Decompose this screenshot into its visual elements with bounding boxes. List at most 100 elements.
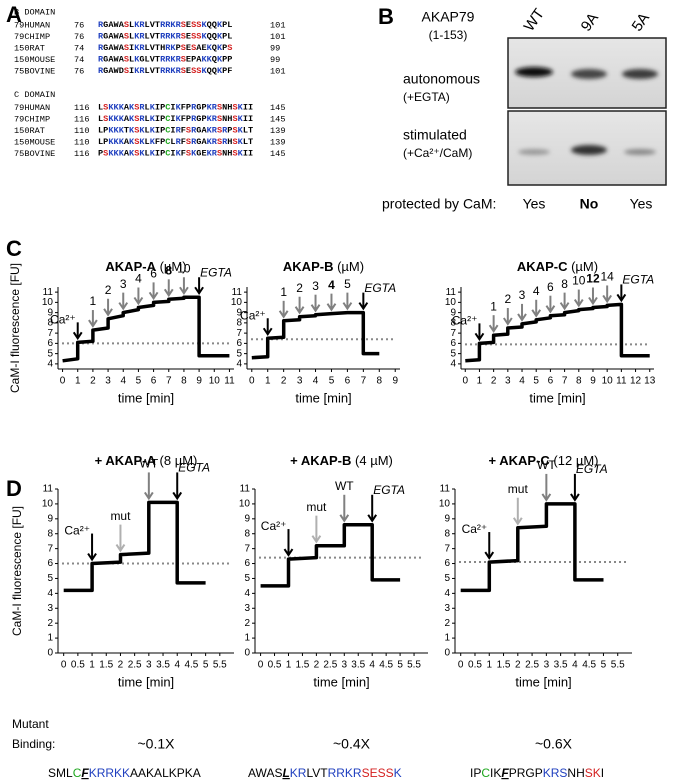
y-tick-label: 6 (244, 558, 250, 569)
x-tick-label: 5 (533, 376, 539, 387)
y-tick-label: 5 (47, 573, 53, 584)
arrow-head (573, 298, 584, 308)
residue: PRGP (509, 766, 543, 780)
annotation: 2 (296, 281, 303, 295)
end: 101 (270, 32, 285, 42)
y-tick-label: 3 (244, 603, 250, 614)
x-tick-label: 0.5 (268, 660, 282, 671)
x-tick-label: 1.5 (99, 660, 113, 671)
y-tick-label: 7 (236, 328, 242, 339)
construct-range: (1-153) (429, 28, 468, 42)
lane-label: WT (521, 6, 548, 35)
x-tick-label: 0 (249, 376, 255, 387)
arrow-head (488, 324, 499, 333)
annotation: mut (110, 509, 131, 523)
chart-title: AKAP-C (µM) (517, 259, 598, 274)
y-tick-label: 7 (444, 543, 450, 554)
sequence: PSKKKAKSKLKIPCIKFSKGEKRSNHSKII (98, 149, 253, 159)
residue: KRS (543, 766, 568, 780)
trace (260, 523, 401, 588)
species: 150RAT (14, 126, 45, 136)
end: 145 (270, 149, 285, 159)
species: 79CHIMP (14, 114, 50, 124)
y-tick-label: 8 (47, 528, 53, 539)
arrow-head (339, 514, 350, 523)
annotation: EGTA (178, 461, 210, 475)
trace (63, 500, 206, 593)
start: 110 (74, 126, 89, 136)
x-tick-label: 8 (377, 376, 383, 387)
binding-value: ~0.4X (333, 736, 371, 752)
x-tick-label: 10 (209, 376, 221, 387)
title-note: (µM) (337, 259, 364, 274)
end: 99 (270, 43, 280, 53)
x-tick-label: 8 (576, 376, 582, 387)
arrow-head (588, 296, 598, 306)
chart-title: + AKAP-C (12 µM) (489, 453, 599, 468)
arrow-head (172, 491, 183, 501)
y-tick-label: 6 (444, 558, 450, 569)
annotation: WT (537, 458, 556, 472)
y-tick-label: 5 (450, 348, 456, 359)
y-tick-label: 0 (244, 648, 250, 659)
x-tick-label: 2 (118, 660, 124, 671)
x-tick-label: 5.5 (407, 660, 421, 671)
x-tick-label: 3 (146, 660, 152, 671)
x-tick-label: 3 (342, 660, 348, 671)
x-tick-label: 2 (90, 376, 96, 387)
x-tick-label: 3.5 (156, 660, 170, 671)
y-tick-label: 9 (47, 513, 53, 524)
x-tick-label: 5 (601, 660, 607, 671)
x-tick-label: 1.5 (497, 660, 511, 671)
x-tick-label: 3.5 (554, 660, 568, 671)
start: 76 (74, 66, 84, 76)
binding-value: ~0.1X (138, 736, 176, 752)
arrow-head (541, 493, 552, 502)
x-tick-label: 4 (369, 660, 375, 671)
title-note: (µM) (571, 259, 598, 274)
x-tick-label: 4.5 (582, 660, 596, 671)
start: 110 (74, 137, 89, 147)
arrow-head (278, 310, 289, 319)
annotation: 6 (150, 267, 157, 281)
x-tick-label: 2 (281, 376, 287, 387)
residue: L (282, 766, 289, 780)
y-tick-label: 9 (450, 307, 456, 318)
y-axis-label: CaM-I fluorescence [FU] (10, 506, 24, 636)
annotation: Ca²⁺ (261, 519, 287, 533)
start: 76 (74, 20, 84, 30)
arrow-head (283, 548, 294, 557)
y-tick-label: 4 (444, 588, 450, 599)
annotation: EGTA (364, 281, 396, 295)
x-tick-label: 4 (572, 660, 578, 671)
y-tick-label: 7 (244, 543, 250, 554)
x-tick-label: 5.5 (611, 660, 625, 671)
arrow-head (502, 317, 513, 326)
arrow-head (179, 286, 189, 296)
y-tick-label: 5 (244, 573, 250, 584)
arrow-head (133, 296, 144, 306)
y-tick-label: 10 (439, 499, 451, 510)
residue: C (73, 766, 82, 780)
x-axis-label: time [min] (118, 390, 174, 405)
sequence: LPKKKAKSKLKFPCLRFSRGAKRSRHSKLT (98, 137, 253, 147)
title-main: + AKAP-A (95, 453, 157, 468)
arrow-head (262, 327, 273, 337)
y-tick-label: 6 (450, 338, 456, 349)
y-tick-label: 10 (239, 499, 251, 510)
y-tick-label: 7 (47, 328, 53, 339)
x-tick-label: 3.5 (351, 660, 365, 671)
x-tick-label: 0 (458, 660, 464, 671)
y-tick-label: 1 (444, 633, 450, 644)
x-tick-label: 10 (602, 376, 614, 387)
y-tick-label: 0 (47, 648, 53, 659)
y-axis-label: CaM-I fluorescence [FU] (8, 263, 22, 393)
arrow-head (118, 302, 129, 311)
y-tick-label: 6 (47, 338, 53, 349)
y-tick-label: 11 (240, 484, 251, 495)
panel-letter: B (378, 4, 394, 29)
x-tick-label: 0 (61, 660, 67, 671)
